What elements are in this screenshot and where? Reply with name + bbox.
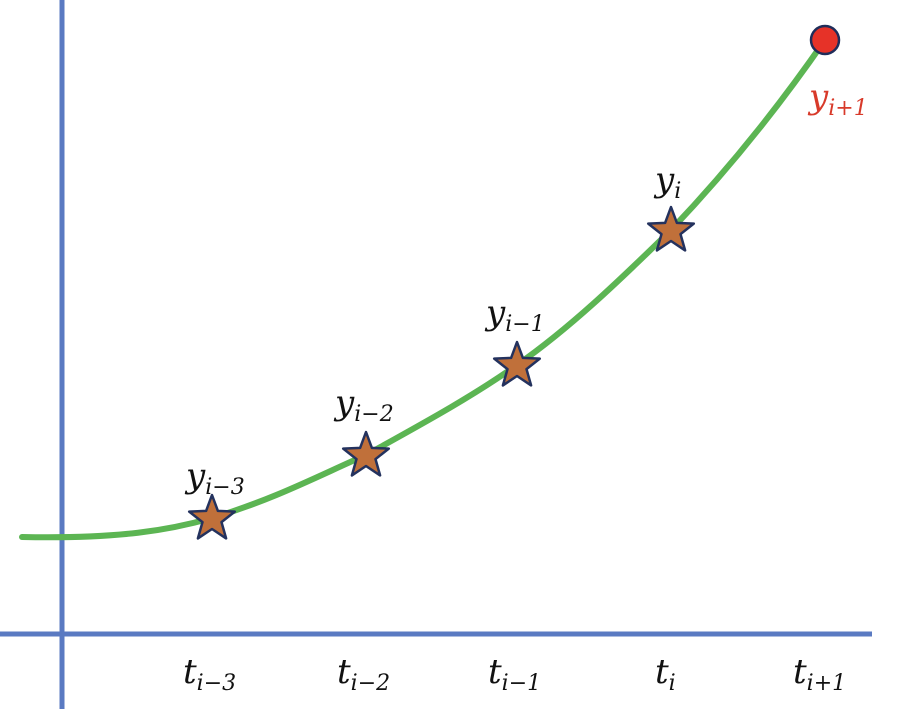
tick-t-i: ti [655, 652, 676, 696]
data-point-star-i-minus-3 [187, 493, 237, 540]
label-y-i: yi [653, 160, 681, 204]
label-y-i-minus-2: yi−2 [333, 383, 394, 427]
next-point-dot [809, 24, 841, 56]
data-point-star-i-minus-2 [341, 430, 391, 477]
data-point-star-i-minus-1 [492, 340, 542, 387]
label-y-i-minus-3: yi−3 [184, 456, 245, 500]
tick-t-i-minus-3: ti−3 [183, 652, 236, 696]
tick-t-i-plus-1: ti+1 [793, 652, 846, 696]
label-y-i-plus-1: yi+1 [807, 77, 868, 121]
tick-t-i-minus-1: ti−1 [488, 652, 541, 696]
tick-t-i-minus-2: ti−2 [337, 652, 390, 696]
label-y-i-minus-1: yi−1 [484, 293, 545, 337]
solution-curve [19, 37, 828, 541]
data-point-star-i [646, 205, 696, 252]
